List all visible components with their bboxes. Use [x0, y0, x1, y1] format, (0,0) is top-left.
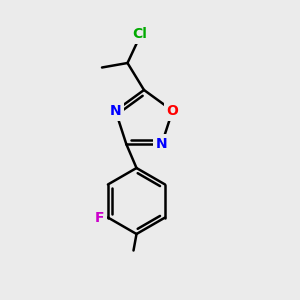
Text: F: F [95, 211, 104, 224]
Text: N: N [110, 104, 121, 118]
Text: Cl: Cl [132, 28, 147, 41]
Text: O: O [167, 104, 178, 118]
Text: N: N [156, 137, 167, 151]
